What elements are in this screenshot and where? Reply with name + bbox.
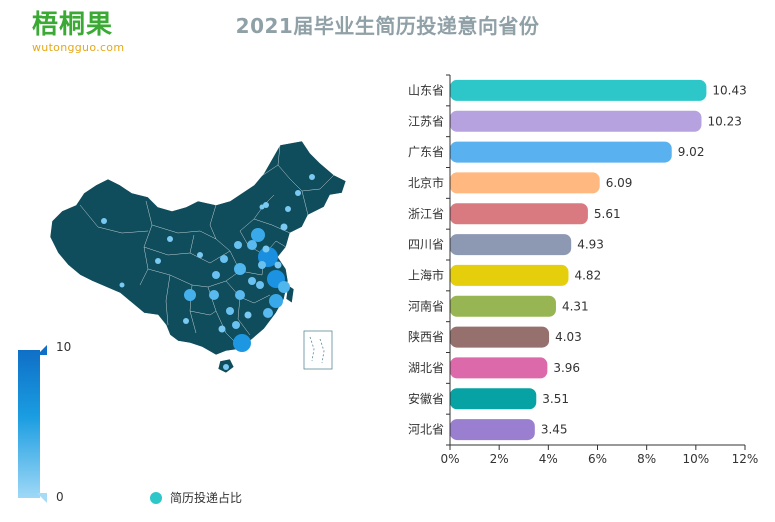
bar[interactable] bbox=[450, 326, 550, 348]
data-label: 4.03 bbox=[555, 330, 582, 344]
scatter-point bbox=[119, 282, 125, 288]
bar[interactable] bbox=[450, 388, 537, 410]
scatter-point bbox=[259, 204, 265, 210]
data-label: 5.61 bbox=[594, 207, 621, 221]
visual-map-min-handle[interactable] bbox=[37, 493, 47, 503]
scatter-point bbox=[280, 223, 288, 231]
scatter-point bbox=[244, 311, 252, 319]
category-label: 四川省 bbox=[408, 238, 444, 252]
scatter-point bbox=[274, 261, 282, 269]
x-tick-label: 10% bbox=[682, 452, 709, 465]
x-tick-label: 0% bbox=[440, 452, 459, 465]
data-label: 3.45 bbox=[541, 423, 568, 437]
category-label: 陕西省 bbox=[408, 329, 444, 344]
scatter-point bbox=[209, 290, 219, 300]
bar[interactable] bbox=[450, 79, 707, 101]
bar[interactable] bbox=[450, 264, 569, 286]
scatter-point bbox=[247, 240, 257, 250]
visual-map-scale: 10 0 bbox=[18, 340, 78, 505]
bar[interactable] bbox=[450, 357, 548, 379]
scatter-point bbox=[269, 294, 283, 308]
data-label: 3.51 bbox=[542, 392, 569, 406]
scatter-point bbox=[251, 228, 265, 242]
scatter-point bbox=[309, 174, 315, 180]
scatter-point bbox=[234, 263, 246, 275]
scatter-point bbox=[234, 241, 242, 249]
data-label: 10.23 bbox=[707, 114, 741, 128]
scatter-point bbox=[263, 202, 269, 208]
scatter-point bbox=[285, 206, 291, 212]
scatter-point bbox=[226, 307, 234, 315]
scatter-point bbox=[155, 258, 161, 264]
data-label: 9.02 bbox=[678, 145, 705, 159]
category-label: 河北省 bbox=[408, 423, 444, 437]
legend-label: 简历投递占比 bbox=[170, 491, 243, 505]
scatter-point bbox=[212, 271, 220, 279]
scatter-point bbox=[183, 318, 189, 324]
data-label: 6.09 bbox=[606, 176, 633, 190]
scatter-point bbox=[220, 255, 228, 263]
x-tick-label: 6% bbox=[588, 452, 607, 465]
province-scatter-points bbox=[101, 174, 315, 370]
scatter-point bbox=[218, 325, 226, 333]
logo: 梧桐果 wutongguo.com bbox=[32, 10, 124, 54]
scatter-point bbox=[263, 308, 273, 318]
scatter-point bbox=[184, 289, 196, 301]
scatter-point bbox=[256, 281, 264, 289]
data-label: 4.31 bbox=[562, 299, 589, 313]
scatter-point bbox=[167, 236, 173, 242]
legend-dot-icon bbox=[150, 491, 162, 504]
map-legend[interactable]: 简历投递占比 bbox=[150, 489, 242, 506]
scatter-point bbox=[248, 277, 256, 285]
visual-map-max-handle[interactable] bbox=[37, 345, 47, 355]
category-label: 湖北省 bbox=[408, 360, 444, 375]
category-label: 北京市 bbox=[408, 175, 444, 190]
scatter-point bbox=[295, 190, 301, 196]
category-label: 河南省 bbox=[408, 298, 444, 313]
scatter-point bbox=[223, 364, 229, 370]
data-label: 4.93 bbox=[577, 238, 604, 252]
x-tick-label: 12% bbox=[732, 452, 759, 465]
scatter-point bbox=[101, 218, 107, 224]
bar-chart: 山东省 10.43 江苏省 10.23 广东省 9.02 北京市 6.09 浙江省 5.61 四川省… bbox=[408, 74, 759, 465]
scatter-point bbox=[258, 261, 266, 269]
scatter-point bbox=[235, 290, 245, 300]
data-label: 4.82 bbox=[574, 268, 601, 282]
logo-url: wutongguo.com bbox=[32, 41, 125, 54]
x-tick-label: 8% bbox=[637, 452, 656, 465]
chart-title: 2021届毕业生简历投递意向省份 bbox=[235, 14, 540, 38]
bar[interactable] bbox=[450, 234, 572, 256]
scatter-point bbox=[233, 334, 251, 352]
bar[interactable] bbox=[450, 295, 556, 317]
scatter-point bbox=[197, 252, 203, 258]
bar[interactable] bbox=[450, 110, 702, 132]
scatter-point bbox=[262, 245, 270, 253]
scatter-point bbox=[232, 321, 240, 329]
visual-map-max-label: 10 bbox=[56, 340, 72, 354]
china-map bbox=[49, 140, 347, 374]
category-label: 山东省 bbox=[408, 83, 444, 97]
china-mainland-shape bbox=[49, 140, 347, 356]
bar[interactable] bbox=[450, 141, 672, 163]
bar[interactable] bbox=[450, 203, 588, 225]
bar[interactable] bbox=[450, 419, 535, 441]
category-label: 广东省 bbox=[408, 145, 444, 159]
category-label: 江苏省 bbox=[408, 114, 444, 128]
scatter-point bbox=[278, 281, 290, 293]
data-label: 3.96 bbox=[553, 361, 580, 375]
logo-text: 梧桐果 bbox=[32, 10, 114, 40]
visual-map-gradient-bar bbox=[18, 350, 40, 498]
category-label: 上海市 bbox=[408, 267, 444, 282]
x-tick-label: 2% bbox=[490, 452, 509, 465]
x-tick-label: 4% bbox=[539, 452, 558, 465]
category-label: 浙江省 bbox=[408, 207, 444, 221]
south-china-sea-inset bbox=[303, 330, 333, 370]
bar[interactable] bbox=[450, 172, 600, 194]
visual-map-min-label: 0 bbox=[56, 490, 64, 504]
data-label: 10.43 bbox=[712, 83, 746, 97]
category-label: 安徽省 bbox=[408, 391, 444, 406]
